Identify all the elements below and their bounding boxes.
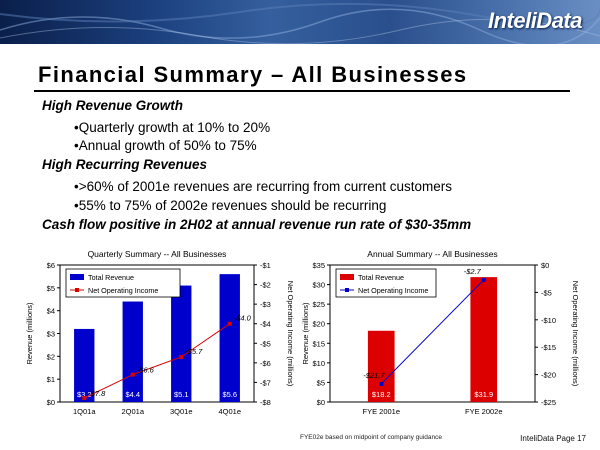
income-label: -$21.7 <box>363 371 385 380</box>
income-label: -$7.8 <box>88 389 106 398</box>
income-point <box>82 396 87 401</box>
income-label: -$6.6 <box>137 366 155 375</box>
chart-title: Quarterly Summary -- All Businesses <box>88 249 227 259</box>
y-axis-label: Revenue (millions) <box>301 302 310 365</box>
x-tick-label: FYE 2002e <box>465 407 503 416</box>
y-tick-label: $1 <box>47 375 55 384</box>
y2-axis-label: Net Operating Income (millions) <box>571 281 580 387</box>
y2-tick-label: -$20 <box>541 371 556 380</box>
y2-tick-label: -$6 <box>260 359 271 368</box>
banner-texture <box>0 2 600 44</box>
y2-tick-label: -$8 <box>260 398 271 407</box>
annual-chart: Annual Summary -- All Businesses $0 $5 $10 $… <box>300 247 590 434</box>
y2-tick-label: $0 <box>541 261 549 270</box>
legend-label-income: Net Operating Income <box>358 286 428 295</box>
chart-title: Annual Summary -- All Businesses <box>367 249 497 259</box>
legend-swatch-revenue <box>70 274 84 280</box>
revenue-bar <box>122 301 143 402</box>
revenue-label: $5.6 <box>222 390 237 399</box>
x-tick-label: 3Q01e <box>170 407 193 416</box>
legend-box <box>65 268 181 298</box>
y-tick-label: $35 <box>312 261 325 270</box>
income-point <box>481 277 486 282</box>
y-axis-label: Revenue (millions) <box>25 302 34 365</box>
y-tick-label: $2 <box>47 352 55 361</box>
revenue-bar <box>171 285 192 402</box>
y2-tick-label: -$15 <box>541 343 556 352</box>
income-label: -$2.7 <box>464 267 482 276</box>
x-tick-label: 2Q01a <box>121 407 144 416</box>
income-label: -$5.7 <box>185 347 203 356</box>
y-tick-label: $4 <box>47 307 55 316</box>
intelidata-logo: InteliData <box>487 8 583 33</box>
y-tick-label: $6 <box>47 261 55 270</box>
y-tick-label: $10 <box>312 359 325 368</box>
income-line <box>380 279 485 385</box>
y2-tick-label: -$4 <box>260 320 271 329</box>
income-label: -$4.0 <box>234 314 252 323</box>
bullet-heading: High Recurring Revenues <box>42 157 208 172</box>
page-footer: InteliData Page 17 <box>520 434 586 443</box>
y-tick-label: $0 <box>47 398 55 407</box>
y-tick-label: $20 <box>312 320 325 329</box>
bullet-item: •55% to 75% of 2002e revenues should be … <box>74 198 387 213</box>
header-banner: InteliData <box>0 0 600 44</box>
y2-tick-label: -$25 <box>541 398 556 407</box>
revenue-label: $5.1 <box>174 390 189 399</box>
revenue-label: $3.2 <box>77 390 92 399</box>
x-tick-label: 1Q01a <box>73 407 96 416</box>
y-tick-label: $5 <box>47 284 55 293</box>
revenue-bar <box>367 330 395 402</box>
legend-marker-income <box>75 288 79 292</box>
y-tick-label: $5 <box>317 378 325 387</box>
y2-axis-label: Net Operating Income (millions) <box>286 281 295 387</box>
footnote: FYE02e based on midpoint of company guid… <box>300 434 443 441</box>
revenue-label: $31.9 <box>474 390 493 399</box>
bullet-item: •Quarterly growth at 10% to 20% <box>74 120 271 135</box>
bullet-item: •Annual growth of 50% to 75% <box>74 138 257 153</box>
y2-tick-label: -$1 <box>260 261 271 270</box>
y-tick-label: $15 <box>312 339 325 348</box>
legend-label-income: Net Operating Income <box>88 286 158 295</box>
y-tick-label: $3 <box>47 330 55 339</box>
revenue-bar <box>219 274 240 402</box>
legend-swatch-revenue <box>340 274 354 280</box>
x-tick-label: 4Q01e <box>218 407 241 416</box>
y2-tick-label: -$5 <box>260 339 271 348</box>
y2-tick-label: -$2 <box>260 281 271 290</box>
legend-label-revenue: Total Revenue <box>358 273 404 282</box>
income-point <box>179 354 184 359</box>
y-tick-label: $25 <box>312 300 325 309</box>
revenue-label: $18.2 <box>372 390 391 399</box>
revenue-label: $4.4 <box>125 390 140 399</box>
revenue-bar <box>470 277 498 402</box>
revenue-bar <box>74 328 95 402</box>
quarterly-chart: Quarterly Summary -- All Businesses $0 $1 $… <box>22 247 302 434</box>
bullet-item: •>60% of 2001e revenues are recurring fr… <box>74 179 453 194</box>
legend-box <box>335 268 437 298</box>
income-point <box>227 321 232 326</box>
slide-title: Financial Summary – All Businesses <box>38 62 468 87</box>
y2-tick-label: -$7 <box>260 378 271 387</box>
income-point <box>379 381 384 386</box>
y2-tick-label: -$5 <box>541 288 552 297</box>
y-tick-label: $0 <box>317 398 325 407</box>
title-rule <box>34 90 570 92</box>
x-tick-label: FYE 2001e <box>362 407 400 416</box>
legend-label-revenue: Total Revenue <box>88 273 134 282</box>
y2-tick-label: -$10 <box>541 316 556 325</box>
bullet-heading: Cash flow positive in 2H02 at annual rev… <box>42 217 472 232</box>
y-tick-label: $30 <box>312 281 325 290</box>
legend-marker-income <box>345 288 349 292</box>
income-point <box>130 372 135 377</box>
y2-tick-label: -$3 <box>260 300 271 309</box>
income-line <box>84 323 231 399</box>
bullet-heading: High Revenue Growth <box>42 98 184 113</box>
